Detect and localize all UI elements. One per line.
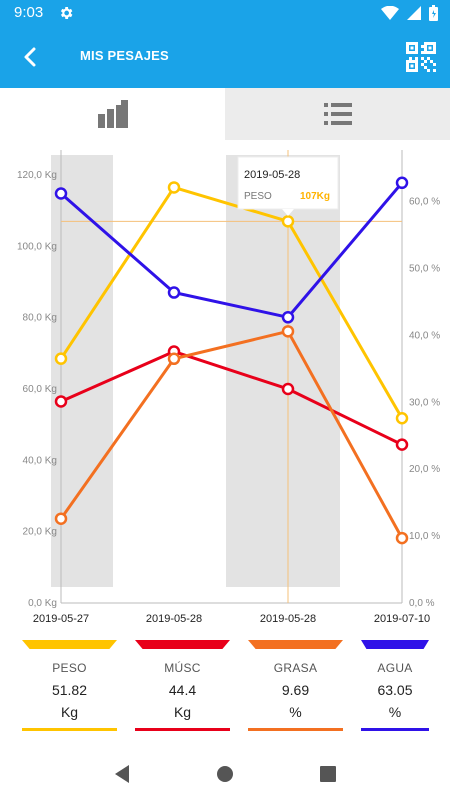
status-bar: 9:03 — [0, 0, 450, 26]
series-line-peso — [59, 185, 404, 419]
settings-icon — [60, 7, 73, 19]
legend-label: GRASA — [273, 661, 318, 675]
legend-item-musc: MÚSC 44.4 Kg — [135, 640, 230, 731]
right-tick-label: 30,0 % — [409, 397, 440, 408]
legend-swatch — [135, 640, 230, 649]
data-point[interactable] — [54, 512, 68, 525]
nav-back-icon[interactable] — [108, 760, 136, 788]
right-tick-label: 20,0 % — [409, 464, 440, 475]
legend: PESO 51.82 Kg MÚSC 44.4 Kg GRASA 9.69 % … — [0, 640, 450, 735]
legend-label: AGUA — [377, 661, 413, 675]
legend-value: 44.4 — [168, 682, 197, 698]
left-tick-label: 20,0 Kg — [23, 527, 57, 538]
nav-recents-icon[interactable] — [314, 760, 342, 788]
legend-swatch — [248, 640, 343, 649]
left-tick-label: 100,0 Kg — [17, 241, 57, 252]
series-line-grasa — [59, 329, 404, 539]
page-title: MIS PESAJES — [80, 48, 169, 63]
x-tick-label: 2019-05-27 — [33, 613, 89, 625]
series-line-músc — [60, 350, 403, 446]
legend-underline — [361, 728, 429, 731]
bar-chart-icon — [97, 100, 128, 128]
data-point[interactable] — [167, 352, 181, 366]
right-tick-label: 40,0 % — [409, 330, 440, 341]
data-point[interactable] — [281, 382, 295, 396]
list-icon — [323, 103, 352, 125]
tooltip-arrow — [282, 209, 294, 216]
left-tick-label: 40,0 Kg — [23, 455, 57, 466]
data-point[interactable] — [54, 352, 68, 365]
legend-item-grasa: GRASA 9.69 % — [248, 640, 343, 731]
chart-tab[interactable] — [0, 88, 225, 140]
legend-unit: % — [388, 704, 402, 720]
qr-code-icon[interactable] — [406, 42, 436, 72]
wifi-icon — [381, 6, 399, 20]
data-point[interactable] — [395, 438, 409, 451]
legend-unit: Kg — [60, 704, 79, 720]
signal-icon — [407, 6, 421, 20]
left-tick-label: 120,0 Kg — [17, 170, 57, 181]
data-point[interactable] — [395, 531, 409, 545]
data-point[interactable] — [54, 187, 68, 200]
legend-label: PESO — [52, 661, 87, 675]
legend-underline — [22, 728, 117, 731]
status-time: 9:03 — [14, 4, 44, 21]
data-point[interactable] — [281, 311, 295, 324]
battery-icon — [429, 5, 438, 21]
x-tick-label: 2019-05-28 — [146, 613, 202, 625]
legend-item-peso: PESO 51.82 Kg — [22, 640, 117, 731]
data-point[interactable] — [281, 325, 295, 338]
chart-svg: 0,0 Kg 20,0 Kg 40,0 Kg 60,0 Kg 80,0 Kg 100,0 … — [17, 150, 440, 625]
legend-value: 9.69 — [281, 682, 310, 698]
view-tabs — [0, 88, 450, 140]
left-tick-label: 60,0 Kg — [23, 384, 57, 395]
legend-swatch — [22, 640, 117, 649]
left-tick-label: 0,0 Kg — [28, 598, 57, 609]
app-bar: MIS PESAJES — [0, 26, 450, 88]
right-tick-label: 60,0 % — [409, 197, 440, 208]
system-icons — [381, 5, 438, 21]
data-point[interactable] — [167, 181, 181, 194]
legend-unit: Kg — [173, 704, 192, 720]
weight-chart[interactable]: 0,0 Kg 20,0 Kg 40,0 Kg 60,0 Kg 80,0 Kg 100,0 … — [0, 140, 450, 630]
x-tick-label: 2019-05-28 — [260, 613, 316, 625]
data-point[interactable] — [281, 215, 295, 228]
series-line-agua — [60, 181, 404, 319]
back-arrow-icon[interactable] — [18, 44, 44, 70]
nav-home-icon[interactable] — [211, 760, 239, 788]
legend-underline — [248, 728, 343, 731]
right-tick-label: 0,0 % — [409, 598, 435, 609]
legend-swatch — [361, 640, 429, 649]
tooltip-date: 2019-05-28 — [244, 169, 300, 181]
right-tick-label: 10,0 % — [409, 531, 440, 542]
data-point[interactable] — [54, 395, 68, 408]
legend-unit: % — [289, 704, 302, 720]
list-tab[interactable] — [225, 88, 450, 140]
tooltip-label: PESO — [244, 191, 272, 202]
legend-value: 63.05 — [377, 682, 413, 698]
x-tick-label: 2019-07-10 — [374, 613, 430, 625]
tooltip-value: 107Kg — [300, 191, 330, 202]
data-point[interactable] — [395, 411, 409, 425]
legend-value: 51.82 — [51, 682, 88, 698]
shaded-column — [226, 155, 340, 587]
legend-item-agua: AGUA 63.05 % — [361, 640, 429, 731]
data-point[interactable] — [167, 286, 181, 299]
legend-label: MÚSC — [164, 661, 201, 675]
legend-underline — [135, 728, 230, 731]
system-nav-bar — [0, 748, 450, 800]
data-point[interactable] — [395, 176, 409, 190]
right-tick-label: 50,0 % — [409, 263, 440, 274]
left-tick-label: 80,0 Kg — [23, 313, 57, 324]
